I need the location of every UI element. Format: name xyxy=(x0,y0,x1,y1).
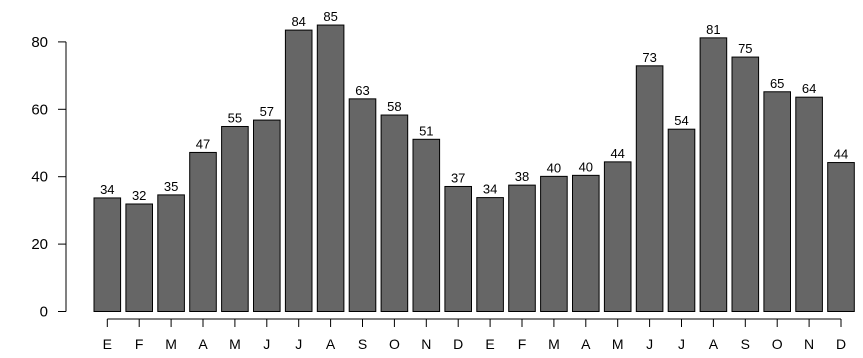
y-axis: 0 20 40 60 80 xyxy=(31,34,67,321)
bar xyxy=(157,194,185,312)
bars-group xyxy=(93,24,855,313)
x-tick-label: O xyxy=(389,336,400,352)
bar xyxy=(444,185,472,313)
bar xyxy=(284,29,313,312)
bar-value-label: 73 xyxy=(642,50,656,65)
bar-value-label: 81 xyxy=(706,22,720,37)
bar xyxy=(508,184,536,312)
bar xyxy=(93,197,122,312)
x-tick-label: S xyxy=(358,336,367,352)
bar xyxy=(763,91,792,312)
bar xyxy=(572,174,600,312)
bar-value-label: 34 xyxy=(100,182,114,197)
bar-value-label: 35 xyxy=(164,179,178,194)
x-tick-label: E xyxy=(103,336,112,352)
bar-value-label: 40 xyxy=(579,159,593,174)
bar-value-label: 58 xyxy=(387,99,401,114)
bar-value-label: 47 xyxy=(196,136,210,151)
bar xyxy=(603,161,632,312)
x-tick-label: A xyxy=(198,336,208,352)
x-tick-label: F xyxy=(135,336,144,352)
bar xyxy=(348,98,377,312)
x-tick-label: A xyxy=(581,336,591,352)
bar xyxy=(699,37,728,313)
bar xyxy=(540,175,568,312)
x-tick-label: J xyxy=(646,336,653,352)
bar-value-label: 51 xyxy=(419,123,433,138)
bar-value-label: 75 xyxy=(738,41,752,56)
x-tick-label: M xyxy=(548,336,560,352)
x-tick-label: J xyxy=(295,336,302,352)
x-tick-label: E xyxy=(485,336,494,352)
bar-value-label: 44 xyxy=(610,146,624,161)
y-tick-label: 80 xyxy=(31,34,48,51)
x-tick-label: N xyxy=(804,336,814,352)
x-tick-label: O xyxy=(772,336,783,352)
value-labels-group: 34 32 35 47 55 57 84 85 63 58 51 37 34 38 40 40 44 73 54 81… xyxy=(100,9,848,203)
bar xyxy=(221,125,249,312)
x-tick-label: D xyxy=(453,336,463,352)
bar-value-label: 64 xyxy=(802,81,816,96)
x-tick-label: M xyxy=(165,336,177,352)
bar-value-label: 55 xyxy=(228,110,242,125)
x-tick-label: J xyxy=(678,336,685,352)
x-tick-label: J xyxy=(263,336,270,352)
bar xyxy=(316,24,345,313)
bar-value-label: 32 xyxy=(132,188,146,203)
bar-value-label: 38 xyxy=(515,169,529,184)
y-tick-label: 60 xyxy=(31,101,48,118)
bar xyxy=(731,56,760,312)
y-tick-label: 0 xyxy=(40,304,48,321)
bar-value-label: 44 xyxy=(834,147,848,162)
bar xyxy=(380,114,409,312)
y-tick-label: 20 xyxy=(31,236,48,253)
x-tick-label: A xyxy=(326,336,336,352)
bar xyxy=(667,128,696,312)
bar-value-label: 40 xyxy=(547,160,561,175)
bar-value-label: 63 xyxy=(355,83,369,98)
bar xyxy=(795,96,823,312)
bar xyxy=(635,65,664,313)
y-tick-label: 40 xyxy=(31,169,48,186)
bar xyxy=(827,162,855,312)
bar xyxy=(253,119,281,312)
x-tick-label: M xyxy=(612,336,624,352)
x-tick-label: N xyxy=(421,336,431,352)
bar-value-label: 57 xyxy=(260,104,274,119)
x-tick-label: F xyxy=(518,336,527,352)
bar-value-label: 54 xyxy=(674,113,688,128)
bar xyxy=(412,138,441,312)
bar-value-label: 85 xyxy=(323,9,337,24)
bar xyxy=(476,197,504,312)
bar-value-label: 37 xyxy=(451,170,465,185)
bar-value-label: 84 xyxy=(291,14,305,29)
bar-value-label: 34 xyxy=(483,182,497,197)
bar-value-label: 65 xyxy=(770,76,784,91)
x-tick-label: S xyxy=(741,336,750,352)
bar xyxy=(189,151,217,312)
x-tick-label: M xyxy=(229,336,241,352)
bar xyxy=(125,203,154,312)
x-tick-label: A xyxy=(709,336,719,352)
x-tick-label: D xyxy=(836,336,846,352)
